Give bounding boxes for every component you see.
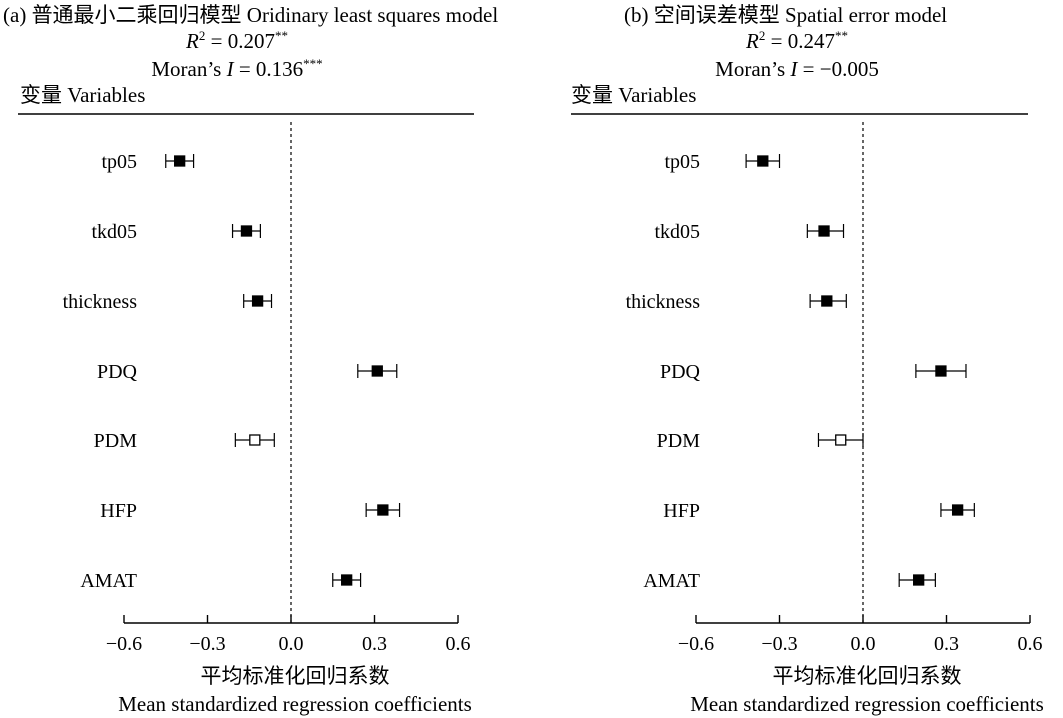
r-squared-stat: R2 = 0.247**: [745, 28, 848, 53]
r-value: = 0.207: [205, 29, 275, 53]
panel-label: (b): [624, 3, 649, 27]
variable-label-thickness: thickness: [63, 291, 138, 313]
variable-label-thickness: thickness: [626, 291, 701, 313]
panel-title: (a) 普通最小二乘回归模型 Oridinary least squares m…: [3, 3, 498, 27]
point-marker-tp05: [174, 155, 186, 167]
r-stars: **: [835, 28, 848, 43]
variable-label-hfp: HFP: [663, 500, 700, 522]
variable-label-pdq: PDQ: [660, 361, 701, 383]
x-axis-label-cn: 平均标准化回归系数: [201, 664, 390, 688]
morans-i-stat: Moran’s I = −0.005: [715, 57, 879, 81]
point-marker-hfp: [377, 504, 389, 516]
moran-symbol: I: [226, 57, 235, 81]
x-tick-label: −0.3: [761, 633, 797, 655]
x-tick-label: 0.3: [934, 633, 959, 655]
r-value: = 0.247: [765, 29, 835, 53]
r-sup: 2: [759, 28, 766, 43]
point-marker-pdm: [249, 434, 261, 446]
moran-stars: ***: [303, 56, 323, 71]
variable-label-pdq: PDQ: [97, 361, 138, 383]
panel-title-text: 普通最小二乘回归模型 Oridinary least squares model: [26, 3, 498, 27]
r-sup: 2: [199, 28, 206, 43]
x-axis-label-en: Mean standardized regression coefficient…: [118, 692, 472, 716]
variable-label-amat: AMAT: [643, 570, 700, 592]
r-symbol: R: [745, 29, 759, 53]
point-marker-amat: [913, 574, 925, 586]
variables-header: 变量 Variables: [571, 83, 696, 107]
variable-label-tkd05: tkd05: [654, 221, 700, 243]
x-tick-label: 0.3: [362, 633, 387, 655]
point-marker-tkd05: [818, 225, 830, 237]
variable-label-pdm: PDM: [657, 430, 701, 452]
point-marker-hfp: [951, 504, 964, 516]
panel-title: (b) 空间误差模型 Spatial error model: [624, 3, 947, 27]
x-tick-label: −0.3: [189, 633, 225, 655]
point-marker-pdq: [371, 365, 383, 377]
point-marker-thickness: [821, 295, 833, 307]
moran-prefix: Moran’s: [715, 57, 790, 81]
variable-label-tkd05: tkd05: [91, 221, 137, 243]
panel-a: (a) 普通最小二乘回归模型 Oridinary least squares m…: [3, 3, 498, 716]
x-tick-label: −0.6: [106, 633, 142, 655]
moran-symbol: I: [789, 57, 798, 81]
panel-title-text: 空间误差模型 Spatial error model: [649, 3, 948, 27]
r-stars: **: [275, 28, 288, 43]
x-tick-label: 0.6: [446, 633, 471, 655]
r-squared-stat: R2 = 0.207**: [185, 28, 288, 53]
point-marker-pdm: [835, 434, 847, 446]
x-axis-label-en: Mean standardized regression coefficient…: [690, 692, 1044, 716]
variable-label-tp05: tp05: [664, 151, 700, 173]
variables-header: 变量 Variables: [20, 83, 145, 107]
variable-label-hfp: HFP: [100, 500, 137, 522]
variable-label-pdm: PDM: [94, 430, 138, 452]
moran-prefix: Moran’s: [151, 57, 226, 81]
point-marker-tp05: [757, 155, 769, 167]
morans-i-stat: Moran’s I = 0.136***: [151, 56, 322, 81]
x-axis-label-cn: 平均标准化回归系数: [773, 664, 962, 688]
point-marker-thickness: [251, 295, 264, 307]
x-tick-label: 0.0: [279, 633, 304, 655]
variable-label-amat: AMAT: [80, 570, 137, 592]
moran-value: = 0.136: [234, 57, 304, 81]
x-tick-label: −0.6: [678, 633, 714, 655]
x-tick-label: 0.0: [851, 633, 876, 655]
x-tick-label: 0.6: [1018, 633, 1043, 655]
panel-label: (a): [3, 3, 26, 27]
moran-value: = −0.005: [797, 57, 878, 81]
point-marker-pdq: [935, 365, 947, 377]
point-marker-amat: [341, 574, 353, 586]
r-symbol: R: [185, 29, 199, 53]
variable-label-tp05: tp05: [101, 151, 137, 173]
point-marker-tkd05: [240, 225, 253, 237]
